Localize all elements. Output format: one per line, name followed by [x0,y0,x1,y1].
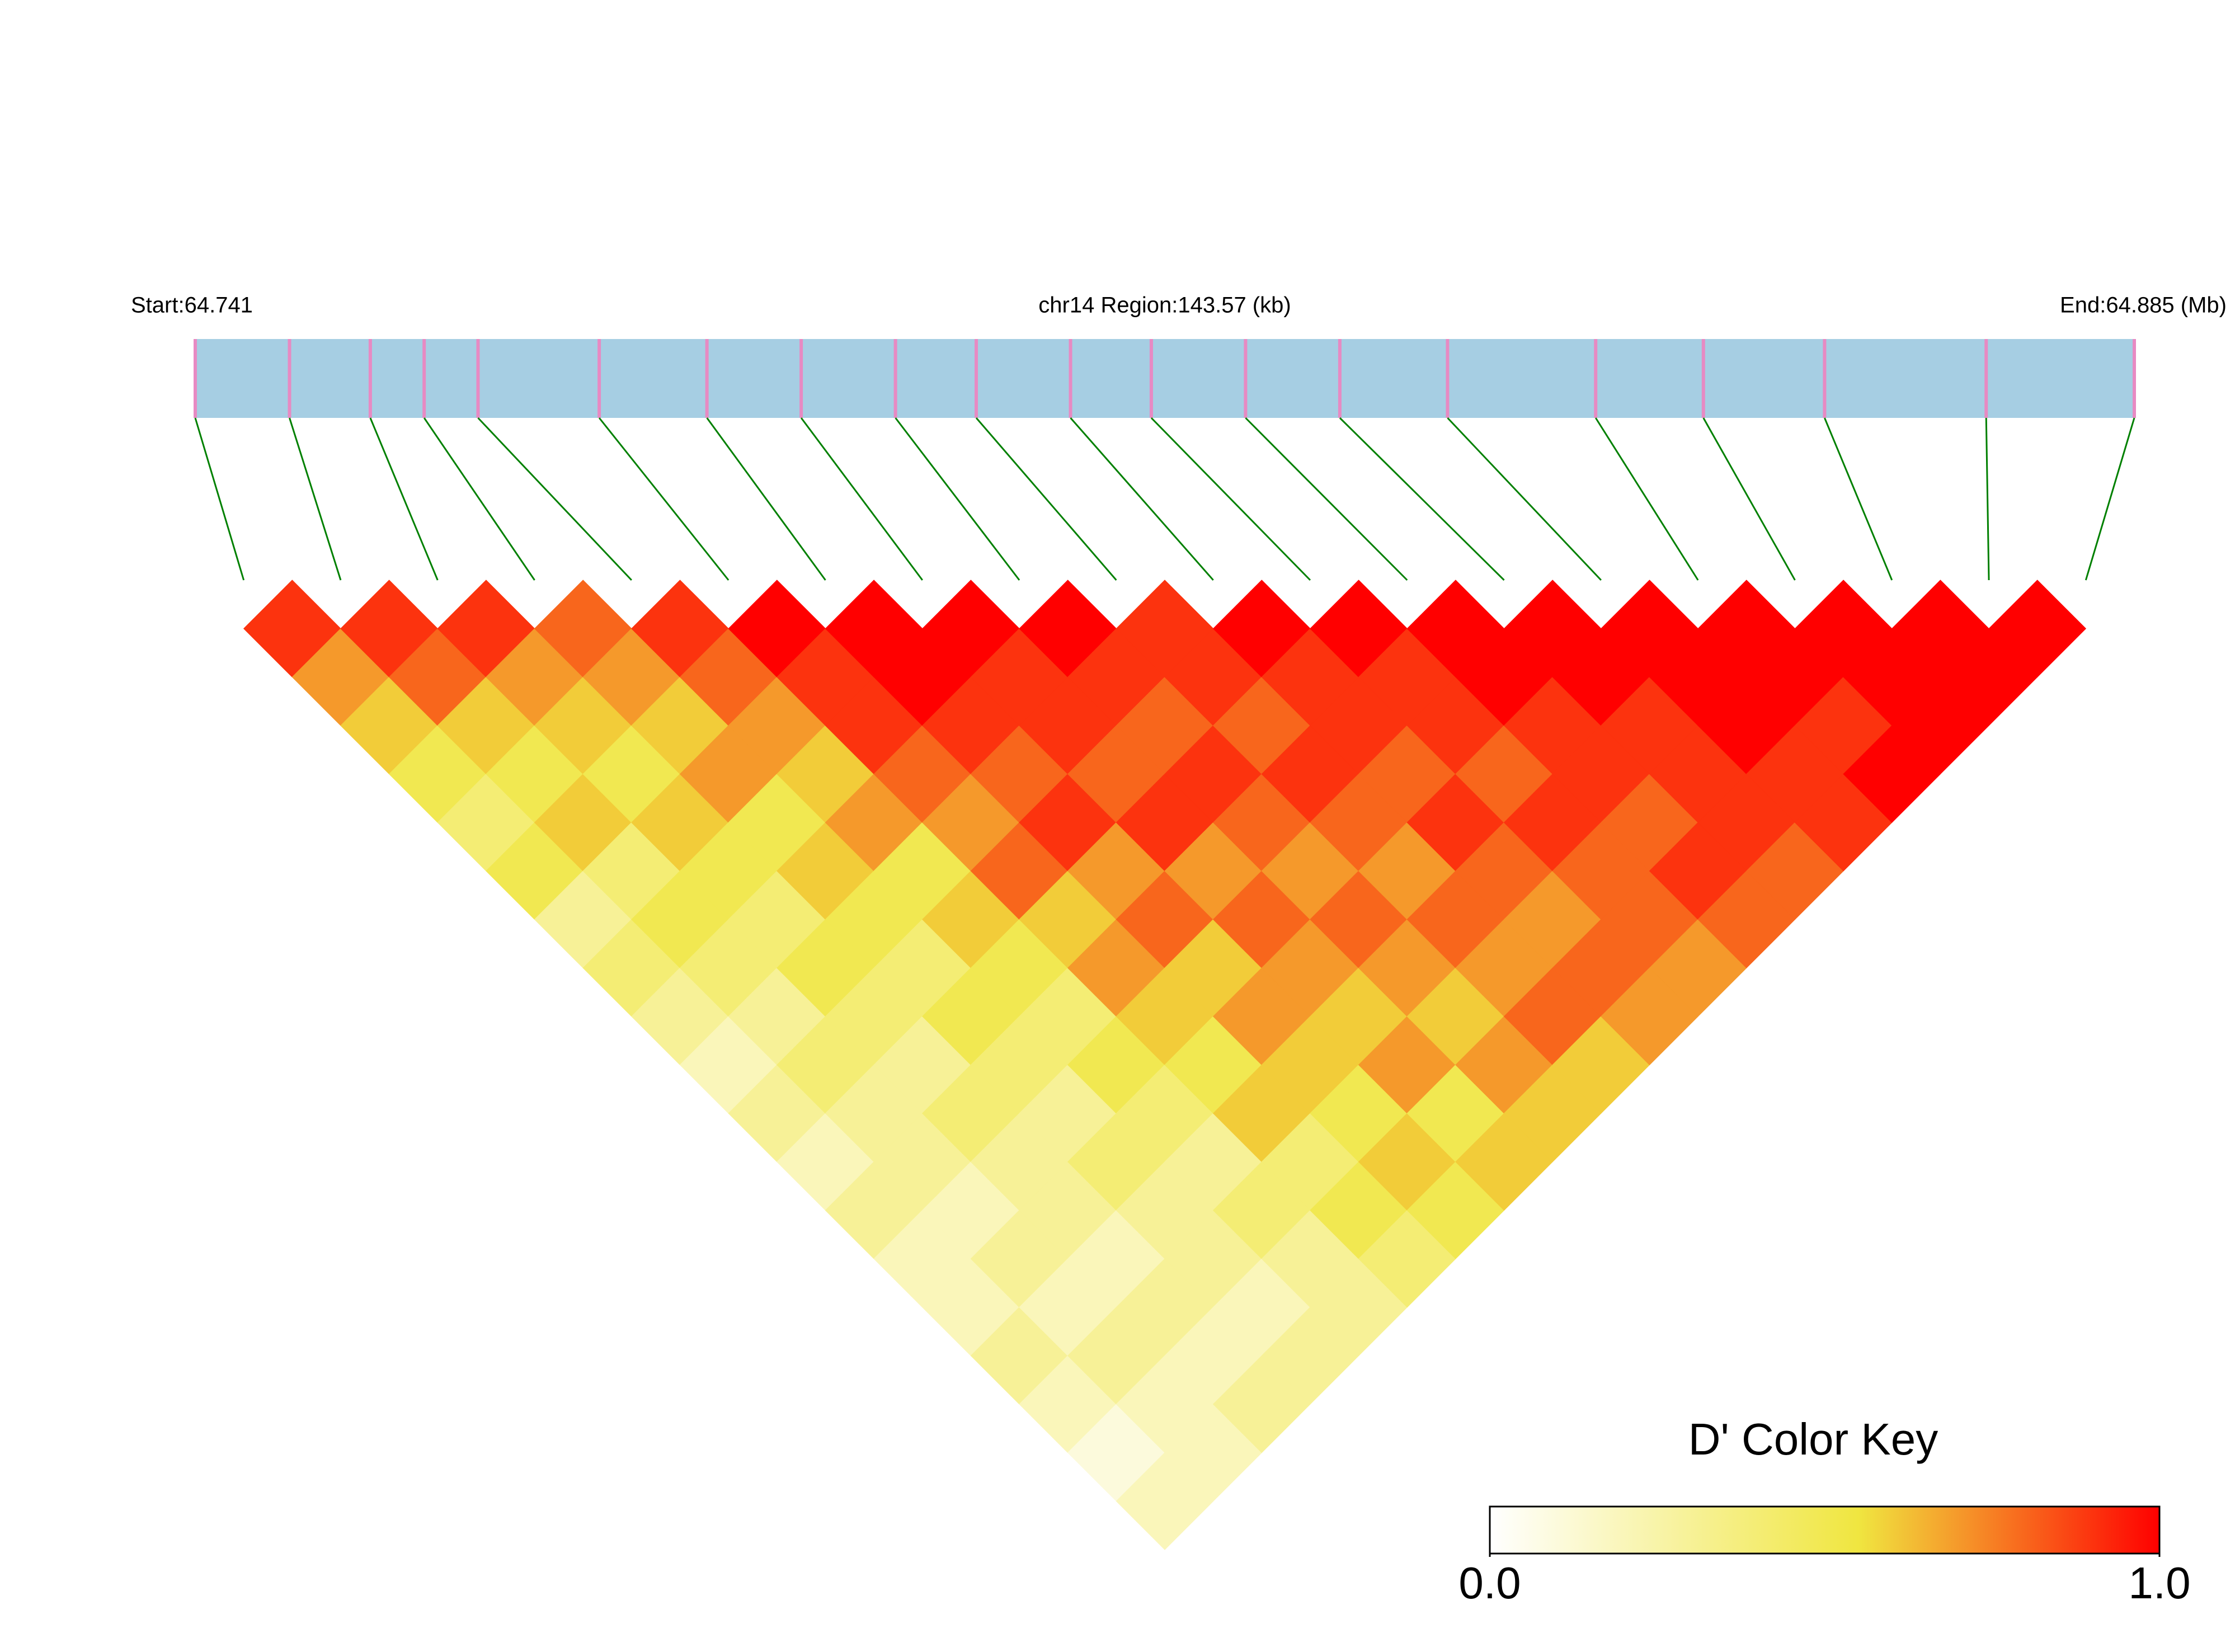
snp-link [1339,417,1505,581]
color-key-label: 0.0 [1458,1558,1521,1608]
snp-link [477,417,632,581]
snp-link [194,417,245,581]
end-label: End:64.885 (Mb) [2060,293,2227,318]
snp-link [800,417,923,581]
snp-link [423,417,535,581]
snp-link [1150,417,1311,581]
color-key-title: D' Color Key [1688,1414,1938,1464]
snp-link [1824,417,1893,581]
snp-link [1594,417,1699,581]
snp-link [369,417,439,581]
snp-link [1447,417,1602,581]
color-key [1489,1505,2161,1555]
snp-link [1070,417,1214,581]
snp-track [195,339,2134,418]
snp-link [895,417,1020,581]
snp-link [1245,417,1408,581]
snp-link [2085,417,2135,581]
start-label: Start:64.741 [131,293,253,318]
snp-link [1985,417,1990,581]
region-label: chr14 Region:143.57 (kb) [1038,293,1291,318]
snp-link [289,417,342,581]
snp-link [1702,417,1796,581]
snp-link [975,417,1117,581]
snp-link [706,417,826,581]
snp-link [598,417,730,581]
ld-cell [1988,580,2087,678]
color-key-label: 1.0 [2128,1558,2190,1608]
